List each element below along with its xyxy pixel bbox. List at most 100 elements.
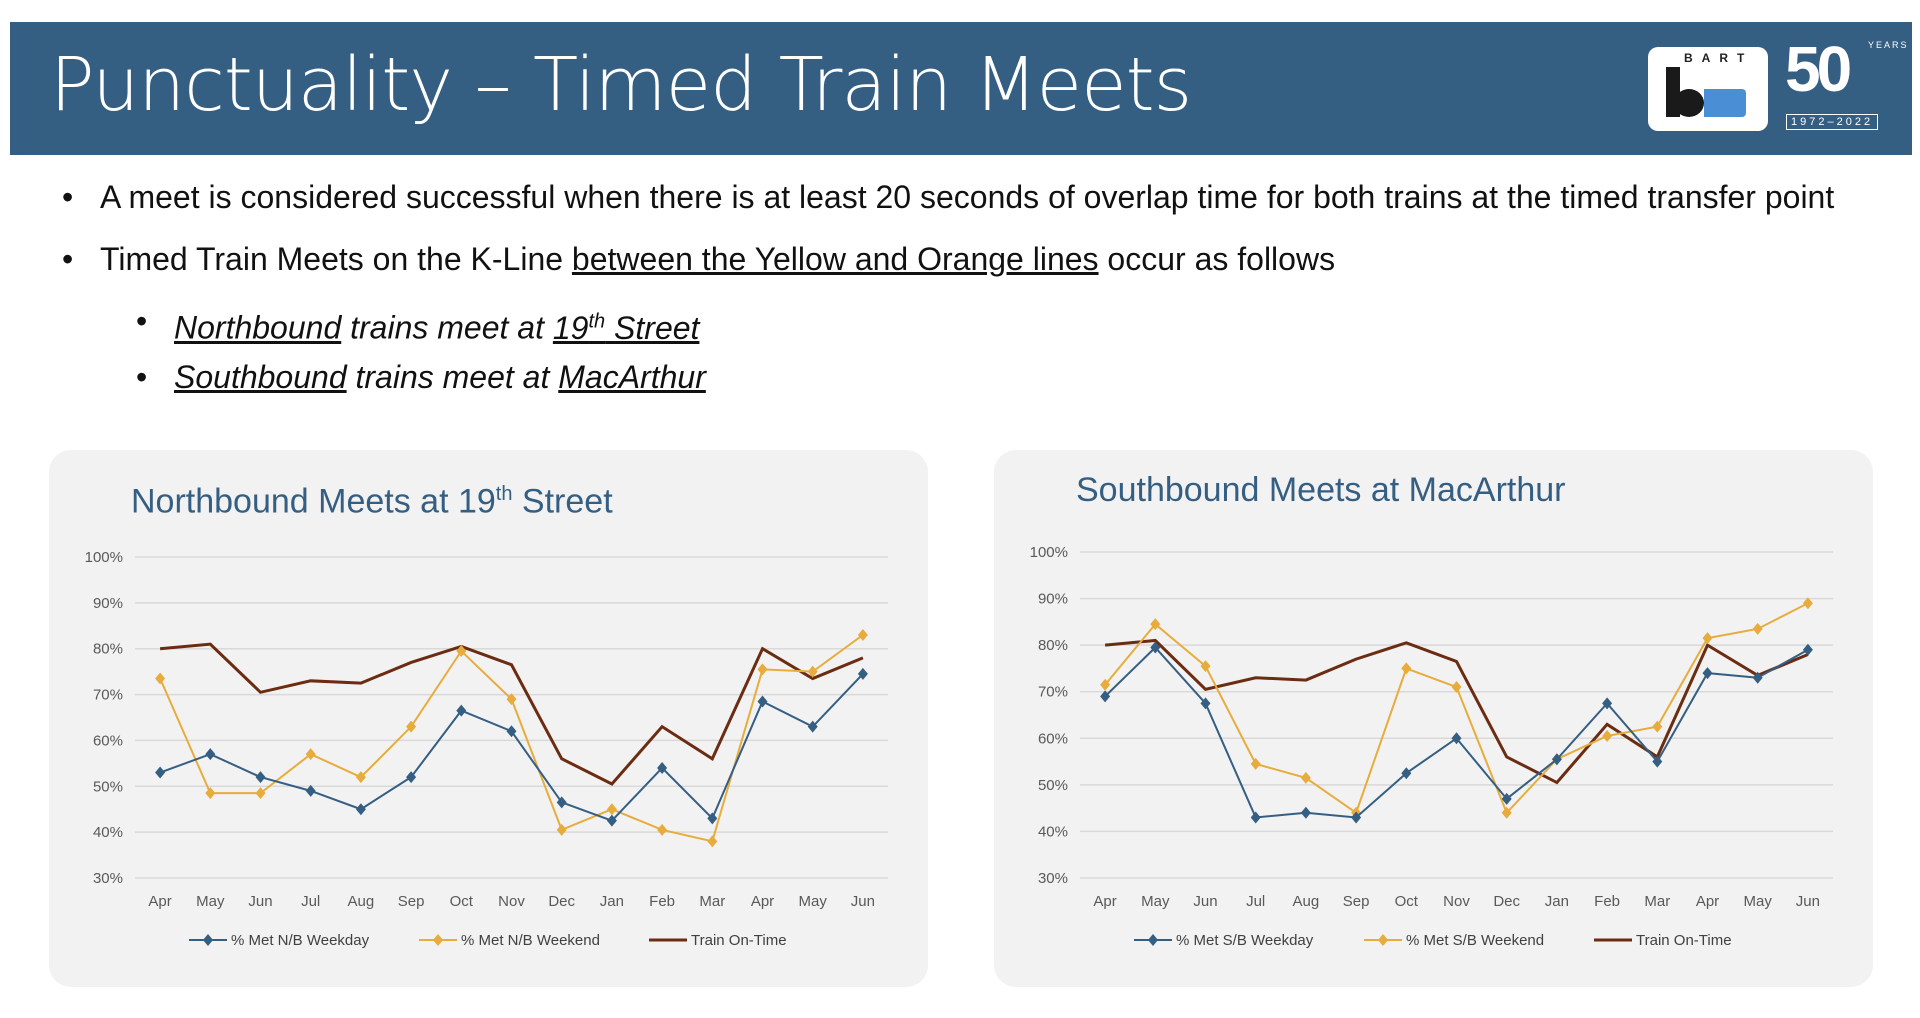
x-tick-label: Jan [600,893,624,910]
data-point [1702,667,1713,680]
text: trains meet at [346,358,559,395]
data-point [155,766,166,779]
data-point [1250,757,1261,770]
x-tick-label: Apr [1093,893,1116,910]
x-tick-label: Dec [548,893,575,910]
data-point [355,771,366,784]
data-point [707,835,718,848]
x-tick-label: May [196,893,225,910]
chart-title: Southbound Meets at MacArthur [1076,471,1566,509]
anniversary-word: YEARS [1868,40,1909,50]
y-tick-label: 80% [93,641,123,658]
x-tick-label: Sep [1343,893,1370,910]
anniversary-range: 1972–2022 [1786,114,1879,130]
data-point [205,787,216,800]
text: trains meet at [341,309,553,346]
data-point [606,803,617,816]
logo-text: BART [1684,51,1754,65]
data-point [1200,697,1211,710]
bart-logo: BART [1648,47,1768,131]
y-tick-label: 40% [93,824,123,841]
x-tick-label: Sep [398,893,425,910]
data-point [1100,678,1111,691]
data-point [1150,641,1161,654]
x-tick-label: Feb [649,893,675,910]
data-point [1300,806,1311,819]
data-point [1351,811,1362,824]
legend-label: Train On-Time [691,932,787,949]
chart-svg: 30% 40% 50% 60% 70% 80% 90% 100% Apr May Jun Jul Aug… [85,549,888,949]
data-point [757,695,768,708]
data-point [1802,643,1813,656]
bullet-definition: A meet is considered successful when the… [62,176,1862,218]
bullet-meets: Timed Train Meets on the K-Line between … [62,238,1862,280]
y-tick-label: 90% [93,595,123,612]
legend-label: Train On-Time [1636,932,1732,949]
data-point [305,748,316,761]
y-tick-label: 30% [93,870,123,887]
data-point [556,796,567,809]
data-point [1551,753,1562,766]
bullet-southbound: Southbound trains meet at MacArthur [136,356,1862,398]
data-point [456,645,467,658]
data-point [1602,697,1613,710]
y-tick-label: 100% [85,549,123,566]
data-point [255,771,266,784]
data-point [1401,767,1412,780]
data-point [807,720,818,733]
legend-label: % Met N/B Weekday [231,932,370,949]
y-tick-label: 50% [1038,777,1068,794]
text: Street [605,309,700,346]
y-tick-label: 60% [1038,730,1068,747]
text: occur as follows [1098,241,1336,277]
data-point [1702,632,1713,645]
data-point [1501,792,1512,805]
data-point [406,720,417,733]
title-banner: Punctuality – Timed Train Meets BART 50 … [10,22,1912,155]
x-tick-label: Jan [1545,893,1569,910]
data-point [1451,732,1462,745]
x-tick-label: Apr [148,893,171,910]
legend-marker [1378,934,1388,946]
logo-b-bowl [1674,89,1704,117]
x-tick-label: Apr [1696,893,1719,910]
data-point [1652,720,1663,733]
legend-marker [433,934,443,946]
chart-title: Northbound Meets at 19th Street [131,482,613,521]
southbound-chart: 30% 40% 50% 60% 70% 80% 90% 100% Apr May Jun Jul Aug… [994,450,1873,987]
bullet-northbound: Northbound trains meet at 19th Street [136,300,1862,349]
text: Timed Train Meets on the K-Line [100,241,572,277]
x-tick-label: Oct [450,893,474,910]
data-point [155,672,166,685]
page-title: Punctuality – Timed Train Meets [50,42,1192,128]
x-tick-label: May [1141,893,1170,910]
x-tick-label: Nov [1443,893,1470,910]
y-tick-label: 80% [1038,637,1068,654]
data-point [255,787,266,800]
data-point [757,663,768,676]
underlined-text: between the Yellow and Orange lines [571,241,1099,277]
legend-label: % Met N/B Weekend [461,932,600,949]
data-point [1752,671,1763,684]
y-tick-label: 90% [1038,591,1068,608]
data-point [857,667,868,680]
text: Southbound [174,358,347,395]
data-point [1652,755,1663,768]
data-point [456,704,467,717]
y-tick-label: 60% [93,732,123,749]
data-point [1501,806,1512,819]
bullet-list: A meet is considered successful when the… [62,176,1862,405]
x-tick-label: May [1744,893,1773,910]
legend-label: % Met S/B Weekend [1406,932,1544,949]
series-line [1104,638,1809,785]
data-point [1602,729,1613,742]
text: Northbound [174,309,342,346]
series-line [159,642,864,786]
x-tick-label: Jul [1246,893,1265,910]
x-tick-label: Feb [1594,893,1620,910]
data-point [1150,618,1161,631]
x-tick-label: Jun [1796,893,1820,910]
y-tick-label: 70% [1038,684,1068,701]
x-tick-label: Jun [1193,893,1217,910]
y-tick-label: 50% [93,778,123,795]
